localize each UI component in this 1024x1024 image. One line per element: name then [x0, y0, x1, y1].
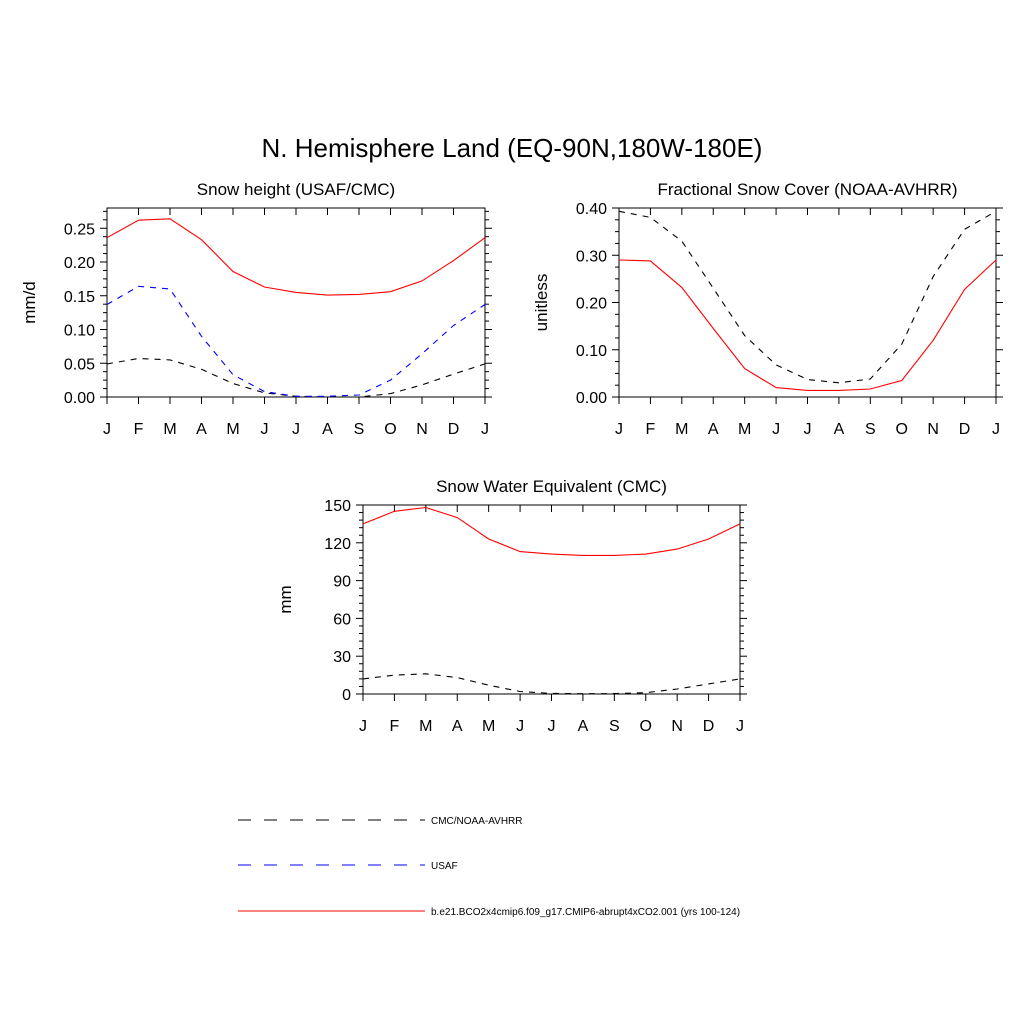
panel-title: Snow height (USAF/CMC)	[197, 180, 395, 199]
x-tick-label: S	[865, 421, 876, 438]
series-line	[106, 357, 486, 398]
chart-panel-snow-cover: J F M A M J J A S O N D J 0.00 0.10 0.20 0.30 0.40 Fractio…	[532, 180, 1003, 438]
legend-item: CMC/NOAA-AVHRR	[238, 816, 522, 827]
legend-label: b.e21.BCO2x4cmip6.f09_g17.CMIP6-abrupt4x…	[431, 907, 740, 918]
x-tick-label: J	[359, 718, 367, 735]
y-axis-label: mm	[276, 585, 295, 613]
x-tick-label: M	[482, 718, 495, 735]
x-tick-label: M	[738, 421, 751, 438]
x-tick-label: J	[261, 421, 269, 438]
x-tick-label: J	[772, 421, 780, 438]
y-tick-label: 0.25	[64, 221, 95, 238]
x-tick-label: J	[103, 421, 111, 438]
x-tick-label: A	[834, 421, 845, 438]
y-tick-label: 0.40	[576, 201, 607, 218]
x-tick-label: M	[675, 421, 688, 438]
y-tick-label: 0.20	[576, 296, 607, 313]
x-tick-label: J	[516, 718, 524, 735]
y-tick-label: 60	[333, 611, 351, 628]
x-tick-label: D	[448, 421, 460, 438]
x-tick-label: M	[163, 421, 176, 438]
x-tick-label: A	[452, 718, 463, 735]
legend-label: CMC/NOAA-AVHRR	[431, 816, 522, 827]
x-tick-label: A	[322, 421, 333, 438]
chart-panel-snow-height: J F M A M J J A S O N D J 0.00 0.05 0.10 0.15 0.20 0.25 Sno…	[20, 180, 492, 438]
y-tick-label: 0	[342, 687, 351, 704]
x-tick-label: J	[292, 421, 300, 438]
panels: J F M A M J J A S O N D J 0.00 0.05 0.10 0.15 0.20 0.25 Sno…	[20, 180, 1003, 735]
series-line	[618, 259, 997, 391]
y-tick-label: 0.10	[576, 343, 607, 360]
y-tick-label: 120	[324, 536, 351, 553]
x-tick-label: J	[615, 421, 623, 438]
y-tick-label: 0.00	[576, 390, 607, 407]
x-tick-label: M	[419, 718, 432, 735]
x-tick-label: N	[927, 421, 939, 438]
x-tick-label: J	[992, 421, 1000, 438]
x-tick-label: O	[896, 421, 908, 438]
x-tick-label: D	[703, 718, 715, 735]
x-tick-label: F	[646, 421, 656, 438]
y-tick-label: 0.05	[64, 356, 95, 373]
y-axis-label: unitless	[532, 274, 551, 332]
x-tick-label: F	[390, 718, 400, 735]
y-axis-label: mm/d	[20, 281, 39, 324]
x-tick-label: O	[640, 718, 652, 735]
legend-item: b.e21.BCO2x4cmip6.f09_g17.CMIP6-abrupt4x…	[238, 907, 740, 918]
x-tick-label: S	[609, 718, 620, 735]
x-tick-label: J	[481, 421, 489, 438]
x-tick-label: S	[354, 421, 365, 438]
y-tick-label: 90	[333, 574, 351, 591]
y-tick-label: 30	[333, 649, 351, 666]
series-line	[106, 218, 486, 296]
y-tick-label: 150	[324, 498, 351, 515]
x-tick-label: M	[226, 421, 239, 438]
panel-title: Fractional Snow Cover (NOAA-AVHRR)	[657, 180, 957, 199]
x-tick-label: A	[708, 421, 719, 438]
plot-frame	[106, 207, 486, 398]
x-tick-label: O	[384, 421, 396, 438]
series-line	[362, 506, 741, 556]
x-tick-label: D	[959, 421, 971, 438]
x-tick-label: J	[548, 718, 556, 735]
x-tick-label: J	[804, 421, 812, 438]
x-tick-label: A	[578, 718, 589, 735]
y-tick-label: 0.30	[576, 248, 607, 265]
y-tick-label: 0.15	[64, 289, 95, 306]
legend: CMC/NOAA-AVHRR USAF b.e21.BCO2x4cmip6.f09_…	[238, 816, 740, 918]
legend-label: USAF	[431, 861, 458, 872]
x-tick-label: F	[134, 421, 144, 438]
x-tick-label: N	[671, 718, 683, 735]
x-tick-label: A	[196, 421, 207, 438]
y-tick-label: 0.10	[64, 323, 95, 340]
x-tick-label: N	[416, 421, 428, 438]
y-tick-label: 0.20	[64, 255, 95, 272]
panel-title: Snow Water Equivalent (CMC)	[436, 477, 667, 496]
series-line	[618, 210, 997, 384]
x-tick-label: J	[736, 718, 744, 735]
legend-item: USAF	[238, 861, 458, 872]
plot-frame	[362, 504, 741, 695]
figure-title: N. Hemisphere Land (EQ-90N,180W-180E)	[262, 133, 763, 163]
series-line	[362, 673, 741, 695]
series-line	[106, 285, 486, 397]
y-tick-label: 0.00	[64, 390, 95, 407]
